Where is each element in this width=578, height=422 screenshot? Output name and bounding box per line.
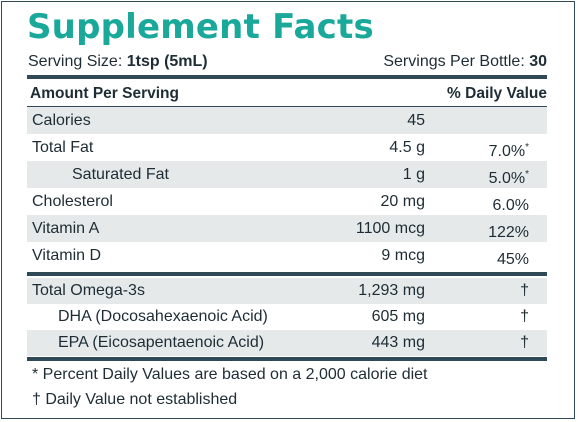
nutrient-row: Cholesterol 20 mg 6.0% [27,188,547,215]
servings-per-bottle-label: Servings Per Bottle: [383,53,530,70]
serving-size-label: Serving Size: [28,53,127,70]
omega-name: EPA (Eicosapentaenoic Acid) [58,334,265,351]
nutrient-dv: 5.0%* [488,169,529,187]
omega-row: Total Omega-3s 1,293 mg † [27,278,547,304]
daily-value-label: % Daily Value [447,85,547,102]
omega-name: Total Omega-3s [32,282,145,299]
nutrient-row: Total Fat 4.5 g 7.0%* [27,134,547,161]
serving-info: Serving Size: 1tsp (5mL) Servings Per Bo… [28,51,547,73]
servings-per-bottle-value: 30 [529,53,547,70]
nutrient-amount: 9 mcg [381,247,425,264]
serving-size: Serving Size: 1tsp (5mL) [28,51,208,73]
nutrient-name: Vitamin A [32,220,100,237]
serving-size-value: 1tsp (5mL) [126,53,208,70]
omega-section-rule [27,272,547,276]
nutrient-amount: 1100 mcg [355,220,425,237]
omega-amount: 443 mg [371,334,425,351]
omega-amount: 605 mg [371,308,425,325]
column-header: Amount Per Serving % Daily Value [28,81,547,107]
omega-dv: † [520,282,529,299]
omega-row: EPA (Eicosapentaenoic Acid) 443 mg † [27,330,547,356]
nutrient-rows: Calories 45 Total Fat 4.5 g 7.0%* Satura… [27,107,547,269]
panel-title: Supplement Facts [27,7,374,47]
nutrient-amount: 4.5 g [389,139,425,156]
nutrient-name: Saturated Fat [72,166,169,183]
amount-per-serving-label: Amount Per Serving [30,85,179,102]
nutrient-name: Vitamin D [32,247,102,264]
nutrient-row: Calories 45 [27,107,547,134]
nutrient-dv: 7.0%* [488,142,529,160]
footnote-daily-values: * Percent Daily Values are based on a 2,… [32,366,428,383]
nutrient-dv: 6.0% [492,197,529,214]
omega-name: DHA (Docosahexaenoic Acid) [58,308,268,325]
nutrient-amount: 45 [407,112,425,129]
omega-rows: Total Omega-3s 1,293 mg † DHA (Docosahex… [27,278,547,356]
footnotes: * Percent Daily Values are based on a 2,… [27,362,547,413]
footnote-rule [27,357,547,361]
omega-amount: 1,293 mg [358,282,425,299]
nutrient-amount: 20 mg [380,193,425,210]
nutrient-name: Calories [32,112,91,129]
nutrient-row: Vitamin D 9 mcg 45% [27,242,547,269]
nutrient-name: Total Fat [32,139,94,156]
nutrient-amount: 1 g [402,166,425,183]
nutrient-row: Saturated Fat 1 g 5.0%* [27,161,547,188]
omega-dv: † [520,334,529,351]
nutrient-name: Cholesterol [32,193,113,210]
header-rule-top [27,75,547,79]
nutrient-dv: 45% [496,251,529,268]
header-rule-bottom [27,106,547,107]
nutrient-row: Vitamin A 1100 mcg 122% [27,215,547,242]
footnote-not-established: † Daily Value not established [32,391,238,408]
servings-per-bottle: Servings Per Bottle: 30 [383,51,547,73]
omega-dv: † [520,308,529,325]
omega-row: DHA (Docosahexaenoic Acid) 605 mg † [27,304,547,330]
nutrient-dv: 122% [488,224,529,241]
